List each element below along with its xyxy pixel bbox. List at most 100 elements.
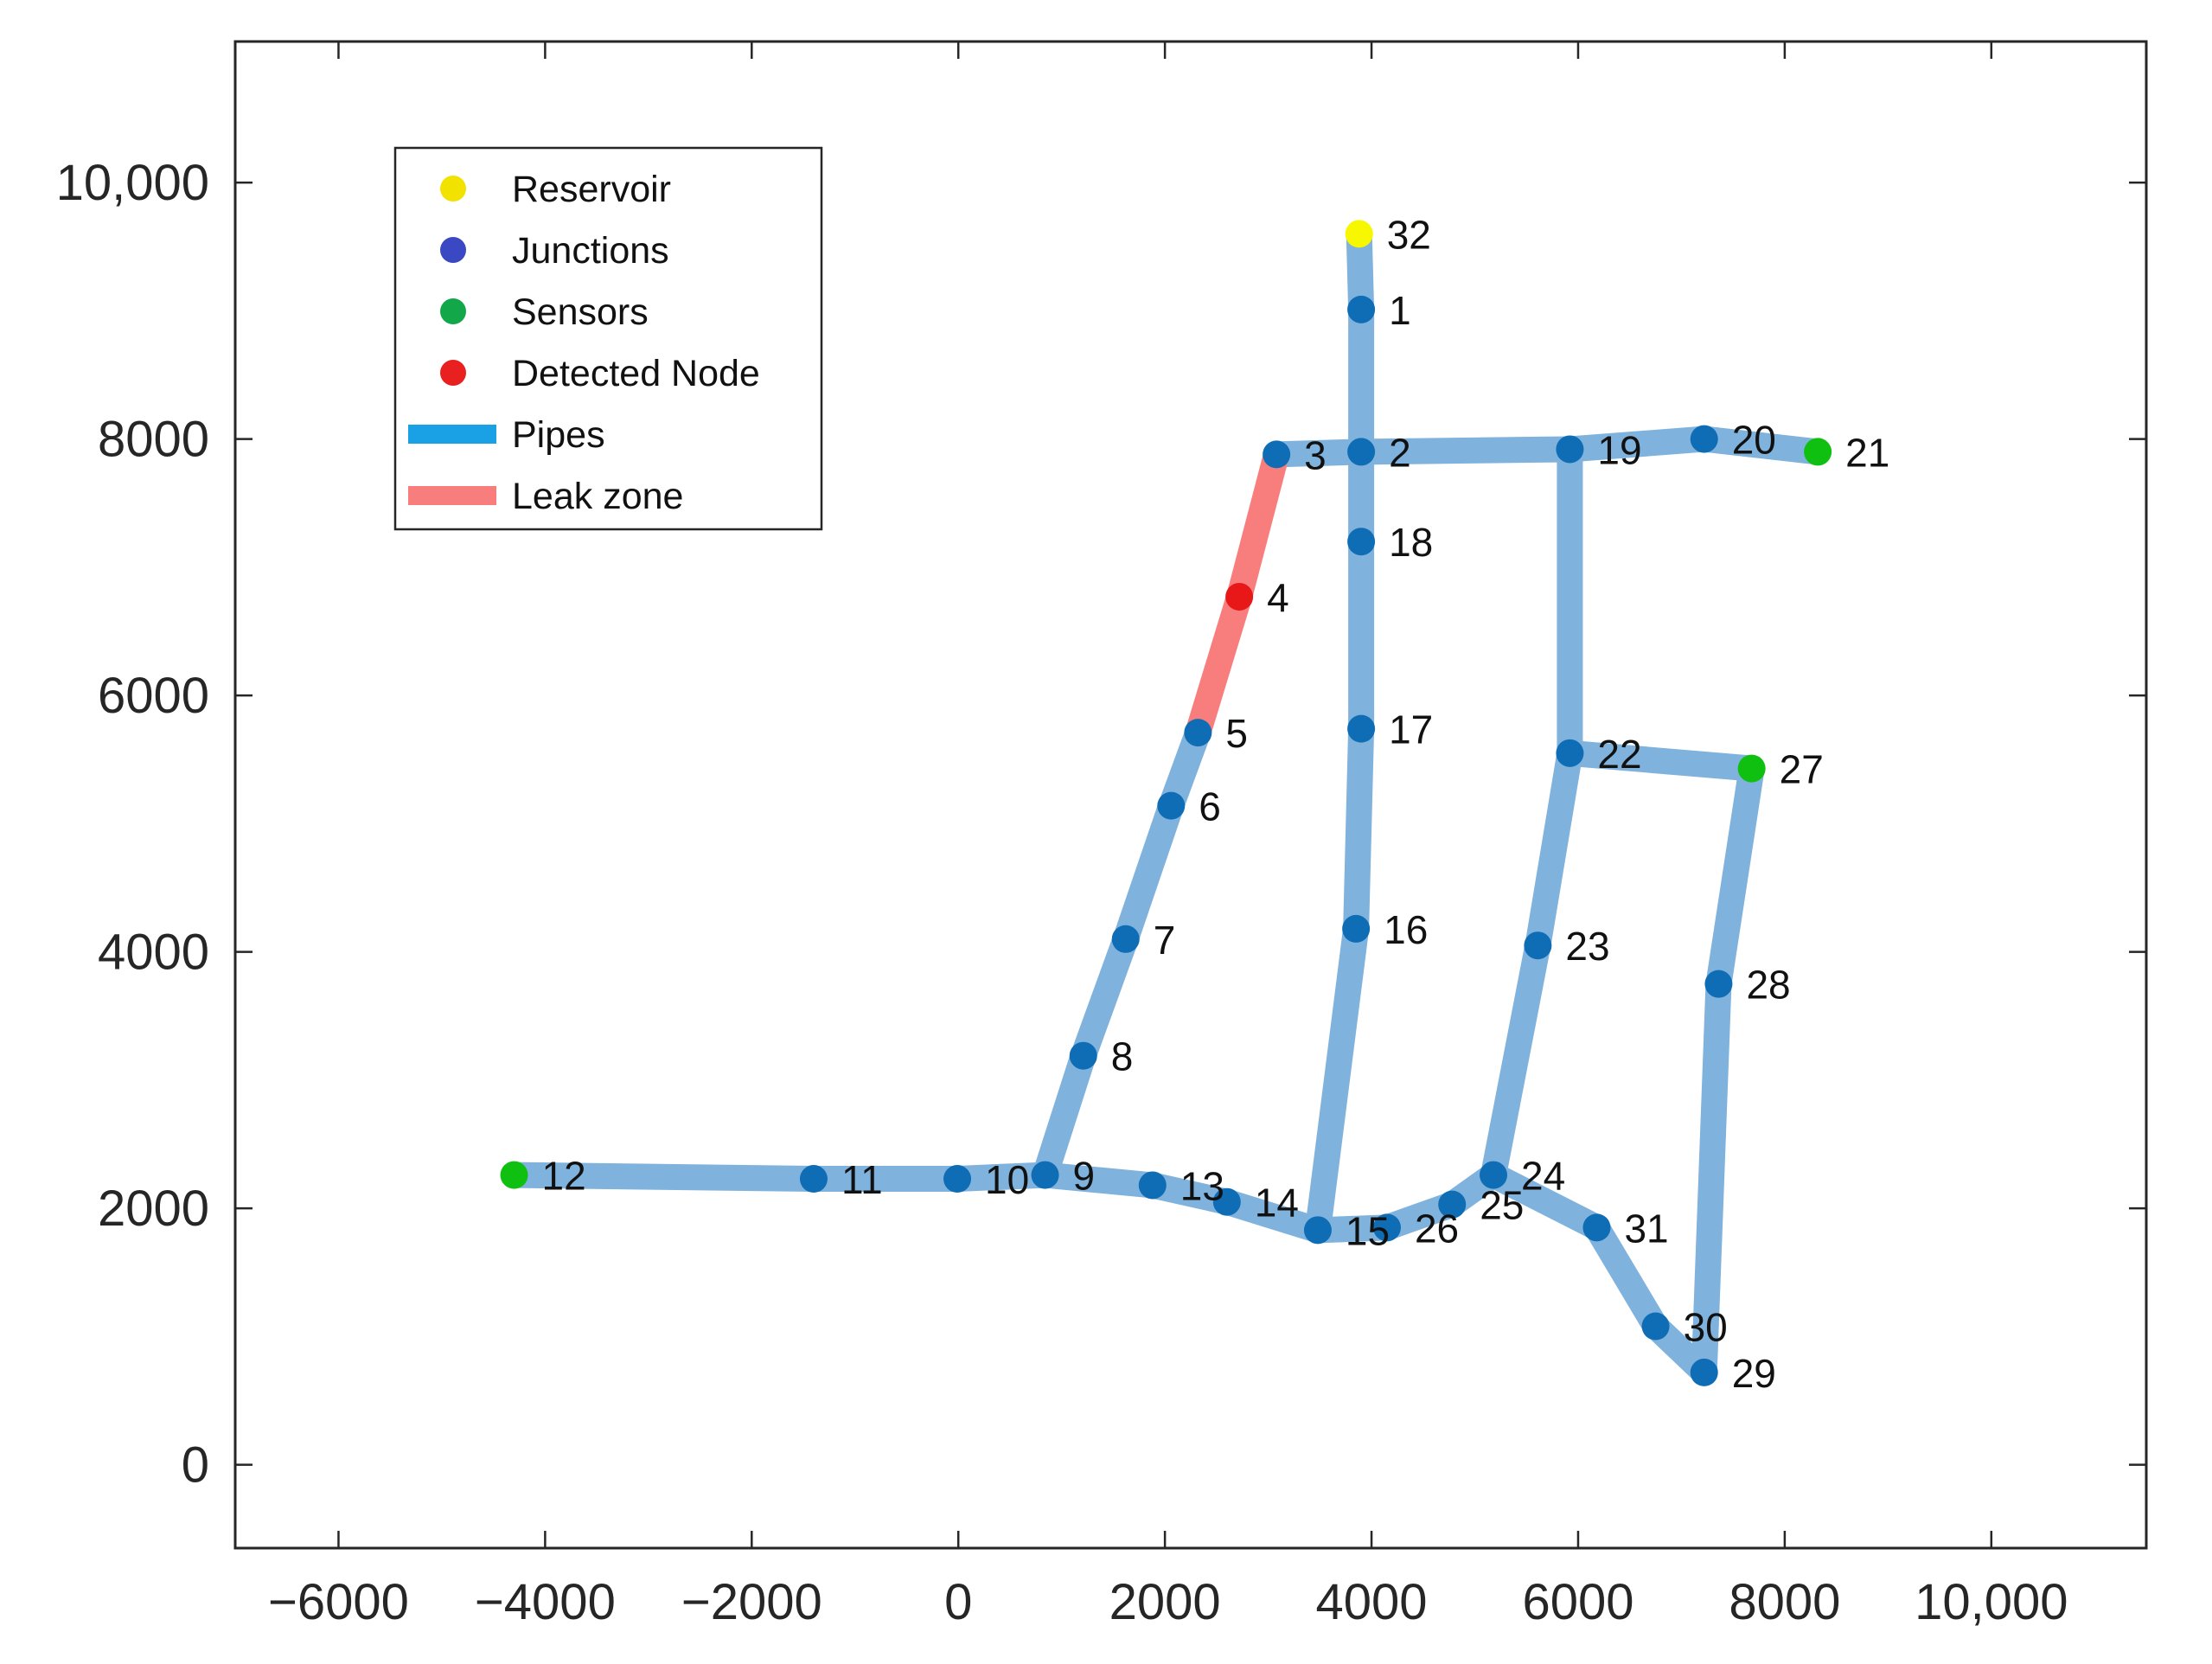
node-junction-11 bbox=[799, 1165, 828, 1194]
x-tick-label: 0 bbox=[944, 1574, 972, 1630]
pipe-segment bbox=[1691, 426, 1832, 465]
pipe-segment bbox=[1304, 915, 1370, 1244]
x-tick-label: 6000 bbox=[1522, 1574, 1633, 1630]
node-label-28: 28 bbox=[1746, 963, 1790, 1008]
pipe-segment bbox=[1263, 438, 1375, 468]
node-sensor-12 bbox=[500, 1161, 528, 1189]
node-junction-1 bbox=[1347, 295, 1376, 323]
legend-marker bbox=[440, 237, 466, 263]
plot-frame bbox=[233, 40, 2148, 1550]
node-label-26: 26 bbox=[1415, 1206, 1459, 1251]
node-junction-3 bbox=[1263, 440, 1291, 469]
pipe-segment bbox=[1213, 1188, 1331, 1244]
pipe-segment bbox=[1557, 426, 1717, 463]
legend-label: Leak zone bbox=[512, 476, 683, 517]
node-reservoir-32 bbox=[1345, 220, 1373, 248]
legend: Reservoir Junctions Sensors Detected Node Pi… bbox=[393, 146, 823, 531]
node-label-1: 1 bbox=[1389, 288, 1411, 333]
x-axis-tick-labels: −6000 −4000 −2000 0 2000 4000 6000 8000 10,000 bbox=[268, 1574, 2068, 1630]
node-junction-9 bbox=[1031, 1161, 1059, 1189]
node-sensor-21 bbox=[1804, 438, 1832, 466]
y-tick-label: 2000 bbox=[98, 1181, 209, 1237]
node-label-32: 32 bbox=[1387, 212, 1431, 257]
y-axis-tick-labels: 0 2000 4000 6000 8000 10,000 bbox=[56, 155, 209, 1494]
node-label-4: 4 bbox=[1267, 575, 1289, 620]
y-tick-label: 8000 bbox=[98, 412, 209, 468]
node-junction-17 bbox=[1347, 714, 1376, 743]
node-junction-22 bbox=[1556, 739, 1584, 767]
node-label-7: 7 bbox=[1154, 918, 1176, 963]
node-junction-31 bbox=[1582, 1213, 1611, 1242]
leak-zone-layer bbox=[1186, 451, 1289, 737]
node-junction-16 bbox=[1342, 914, 1371, 943]
x-tick-label: 4000 bbox=[1316, 1574, 1428, 1630]
legend-box bbox=[393, 146, 823, 531]
node-label-25: 25 bbox=[1480, 1183, 1524, 1228]
pipe-segment bbox=[1070, 925, 1139, 1069]
node-junction-8 bbox=[1069, 1041, 1097, 1070]
node-detected-4 bbox=[1225, 582, 1254, 611]
node-sensor-27 bbox=[1737, 754, 1766, 783]
node-label-22: 22 bbox=[1597, 732, 1641, 777]
legend-label: Detected Node bbox=[512, 353, 760, 394]
nodes-layer bbox=[500, 220, 1832, 1386]
node-label-5: 5 bbox=[1225, 711, 1248, 756]
node-label-10: 10 bbox=[985, 1157, 1029, 1202]
node-label-13: 13 bbox=[1180, 1163, 1224, 1208]
node-label-12: 12 bbox=[542, 1154, 586, 1199]
pipe-segment bbox=[1348, 436, 1583, 465]
pipe-segment bbox=[1343, 715, 1375, 942]
node-label-23: 23 bbox=[1565, 924, 1609, 969]
node-label-27: 27 bbox=[1780, 747, 1824, 792]
pipe-segment bbox=[1525, 739, 1583, 959]
legend-label: Pipes bbox=[512, 414, 605, 456]
x-tick-label: −6000 bbox=[268, 1574, 409, 1630]
node-junction-26 bbox=[1372, 1213, 1401, 1242]
pipe-segment bbox=[1583, 1214, 1669, 1340]
node-junction-19 bbox=[1556, 435, 1584, 464]
legend-marker bbox=[440, 298, 466, 324]
x-tick-label: −4000 bbox=[475, 1574, 616, 1630]
y-tick-label: 10,000 bbox=[56, 155, 209, 211]
x-tick-label: −2000 bbox=[681, 1574, 822, 1630]
node-label-21: 21 bbox=[1845, 430, 1889, 475]
y-tick-label: 4000 bbox=[98, 925, 209, 981]
axis-ticks bbox=[235, 42, 2146, 1548]
node-junction-6 bbox=[1157, 791, 1186, 820]
node-label-16: 16 bbox=[1384, 907, 1428, 952]
node-label-20: 20 bbox=[1732, 418, 1776, 463]
legend-marker bbox=[440, 360, 466, 386]
node-label-17: 17 bbox=[1389, 707, 1433, 752]
pipe-segment bbox=[1480, 932, 1551, 1188]
pipe-segment bbox=[501, 1162, 827, 1193]
node-junction-2 bbox=[1347, 438, 1376, 466]
pipe-segment bbox=[1705, 755, 1765, 997]
node-junction-23 bbox=[1524, 931, 1552, 960]
node-label-29: 29 bbox=[1732, 1351, 1776, 1396]
pipe-segment bbox=[1480, 1162, 1610, 1241]
pipe-segment bbox=[1112, 792, 1185, 952]
leak-zone-segment bbox=[1186, 592, 1252, 737]
node-junction-28 bbox=[1704, 970, 1733, 998]
pipes-layer bbox=[501, 221, 1832, 1386]
node-label-8: 8 bbox=[1111, 1034, 1134, 1079]
node-label-6: 6 bbox=[1199, 784, 1221, 829]
pipe-segment bbox=[1557, 739, 1765, 782]
node-label-14: 14 bbox=[1255, 1181, 1299, 1226]
node-junction-14 bbox=[1212, 1187, 1241, 1216]
x-tick-label: 8000 bbox=[1729, 1574, 1840, 1630]
node-junction-20 bbox=[1690, 425, 1718, 453]
legend-marker bbox=[440, 176, 466, 202]
node-label-11: 11 bbox=[841, 1157, 883, 1202]
pipe-segment bbox=[1032, 1162, 1166, 1199]
node-junction-30 bbox=[1641, 1312, 1670, 1341]
node-junction-24 bbox=[1480, 1161, 1508, 1189]
legend-label: Sensors bbox=[512, 291, 649, 333]
node-label-9: 9 bbox=[1073, 1154, 1096, 1199]
node-junction-7 bbox=[1111, 925, 1140, 953]
pipe-segment bbox=[944, 1162, 1058, 1193]
y-tick-label: 0 bbox=[182, 1437, 209, 1494]
node-junction-25 bbox=[1438, 1190, 1467, 1219]
